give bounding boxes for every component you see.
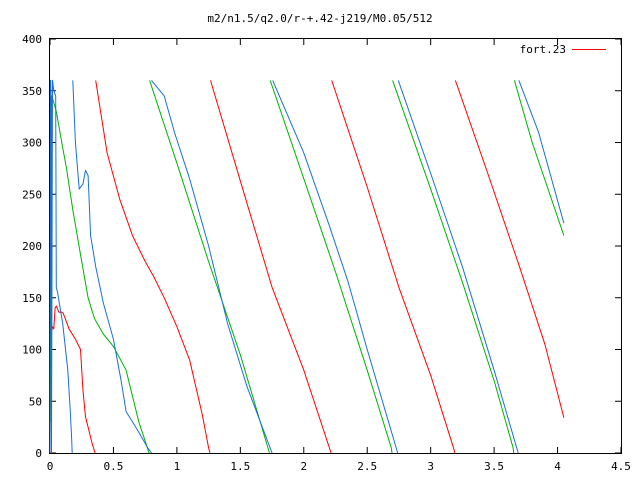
y-tick-label: 250 — [22, 188, 42, 201]
x-tick-label: 2.5 — [357, 460, 377, 473]
x-tick-label: 1 — [174, 460, 181, 473]
series-line-1 — [49, 80, 565, 454]
x-tick-label: 3.5 — [484, 460, 504, 473]
y-tick-label: 150 — [22, 292, 42, 305]
y-tick-label: 350 — [22, 85, 42, 98]
legend-label: fort.23 — [520, 43, 566, 56]
x-tick-label: 0 — [47, 460, 54, 473]
x-tick-label: 1.5 — [230, 460, 250, 473]
y-tick-label: 0 — [35, 447, 42, 460]
x-tick-label: 2 — [300, 460, 307, 473]
y-tick-label: 300 — [22, 137, 42, 150]
legend: fort.23 — [520, 43, 606, 56]
y-tick-label: 400 — [22, 33, 42, 46]
series-layer — [49, 79, 565, 454]
y-tick-label: 100 — [22, 344, 42, 357]
y-tick-label: 200 — [22, 240, 42, 253]
chart-title: m2/n1.5/q2.0/r-+.42-j219/M0.05/512 — [207, 12, 432, 25]
series-line-2 — [49, 79, 565, 454]
x-tick-label: 4.5 — [611, 460, 631, 473]
x-tick-label: 4 — [554, 460, 561, 473]
tick-layer: 0 0.5 1 1.5 2 2.5 3 3.5 4 4.5 0 50 100 150 200 250 300 35… — [22, 33, 631, 473]
x-tick-label: 0.5 — [104, 460, 124, 473]
x-tick-label: 3 — [427, 460, 434, 473]
y-tick-label: 50 — [29, 395, 42, 408]
series-line-3 — [49, 79, 565, 454]
plot-frame — [49, 38, 622, 454]
